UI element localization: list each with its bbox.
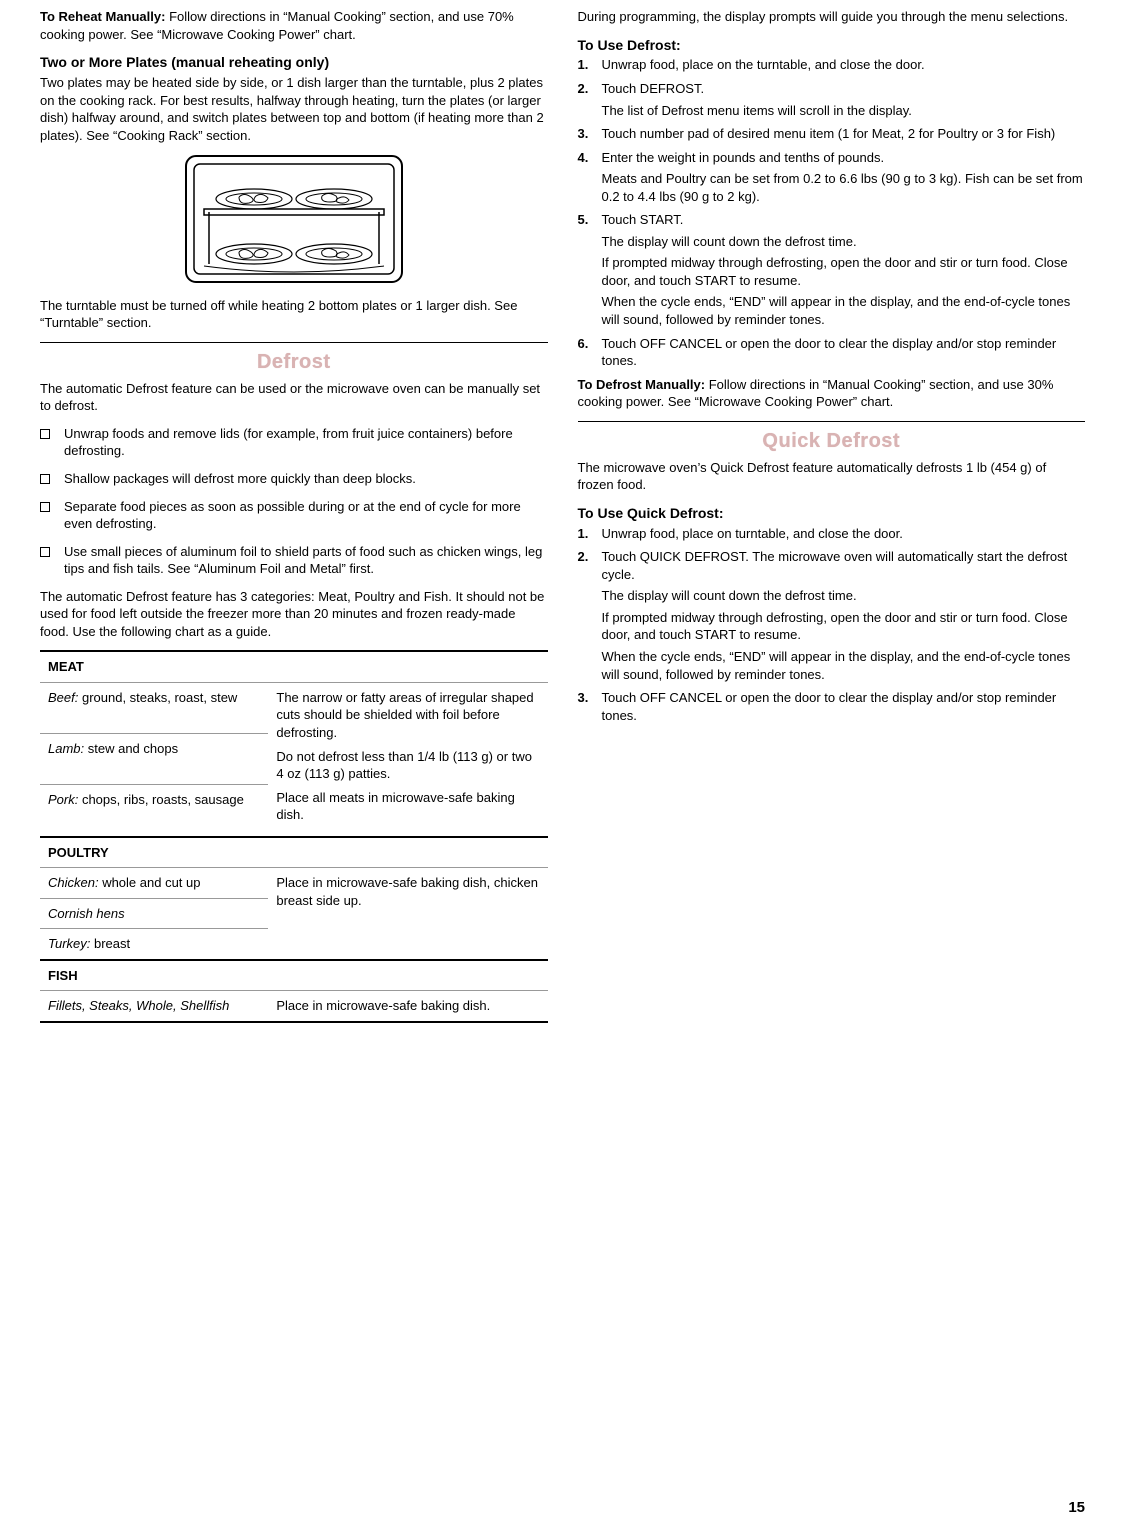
step-sub: If prompted midway through defrosting, o… <box>602 254 1086 289</box>
table-row: MEAT <box>40 651 548 682</box>
defrost-bullet: Unwrap foods and remove lids (for exampl… <box>40 425 548 460</box>
step-sub: When the cycle ends, “END” will appear i… <box>602 648 1086 683</box>
meat-note: The narrow or fatty areas of irregular s… <box>276 689 539 742</box>
defrost-heading: Defrost <box>40 349 548 376</box>
list-item: Touch DEFROST. The list of Defrost menu … <box>578 80 1086 119</box>
list-item: Touch START. The display will count down… <box>578 211 1086 328</box>
fish-header: FISH <box>40 960 548 991</box>
table-row: POULTRY <box>40 837 548 868</box>
step-text: Touch number pad of desired menu item (1… <box>602 126 1056 141</box>
lamb-label: Lamb: <box>48 741 84 756</box>
defrost-bullet-list: Unwrap foods and remove lids (for exampl… <box>40 425 548 578</box>
quick-defrost-intro: The microwave oven’s Quick Defrost featu… <box>578 459 1086 494</box>
quick-defrost-subheading: To Use Quick Defrost: <box>578 504 1086 523</box>
poultry-header: POULTRY <box>40 837 548 868</box>
list-item: Unwrap food, place on turntable, and clo… <box>578 525 1086 543</box>
step-text: Touch START. <box>602 212 684 227</box>
step-text: Touch DEFROST. <box>602 81 705 96</box>
reheat-manually-label: To Reheat Manually: <box>40 9 165 24</box>
meat-header: MEAT <box>40 651 548 682</box>
use-defrost-list: Unwrap food, place on the turntable, and… <box>578 56 1086 369</box>
beef-rest: ground, steaks, roast, stew <box>78 690 237 705</box>
lamb-rest: stew and chops <box>84 741 178 756</box>
step-text: Unwrap food, place on turntable, and clo… <box>602 526 903 541</box>
chicken-rest: whole and cut up <box>99 875 201 890</box>
step-sub: Meats and Poultry can be set from 0.2 to… <box>602 170 1086 205</box>
defrost-bullet: Separate food pieces as soon as possible… <box>40 498 548 533</box>
reheat-manually-para: To Reheat Manually: Follow directions in… <box>40 8 548 43</box>
right-column: During programming, the display prompts … <box>578 8 1086 1023</box>
beef-label: Beef: <box>48 690 78 705</box>
meat-note: Do not defrost less than 1/4 lb (113 g) … <box>276 748 539 783</box>
defrost-manually-para: To Defrost Manually: Follow directions i… <box>578 376 1086 411</box>
table-row: FISH <box>40 960 548 991</box>
table-row: Chicken: whole and cut up Place in micro… <box>40 868 548 899</box>
step-sub: The display will count down the defrost … <box>602 587 1086 605</box>
separator <box>578 421 1086 422</box>
step-sub: The list of Defrost menu items will scro… <box>602 102 1086 120</box>
step-sub: The display will count down the defrost … <box>602 233 1086 251</box>
programming-intro: During programming, the display prompts … <box>578 8 1086 26</box>
defrost-bullet: Shallow packages will defrost more quick… <box>40 470 548 488</box>
step-sub: If prompted midway through defrosting, o… <box>602 609 1086 644</box>
defrost-intro: The automatic Defrost feature can be use… <box>40 380 548 415</box>
step-sub: When the cycle ends, “END” will appear i… <box>602 293 1086 328</box>
list-item: Touch OFF CANCEL or open the door to cle… <box>578 335 1086 370</box>
page-columns: To Reheat Manually: Follow directions in… <box>40 8 1085 1023</box>
table-row: Fillets, Steaks, Whole, Shellfish Place … <box>40 991 548 1022</box>
step-text: Unwrap food, place on the turntable, and… <box>602 57 925 72</box>
list-item: Unwrap food, place on the turntable, and… <box>578 56 1086 74</box>
meat-note: Place all meats in microwave-safe baking… <box>276 789 539 824</box>
fish-items: Fillets, Steaks, Whole, Shellfish <box>40 991 268 1022</box>
poultry-note: Place in microwave-safe baking dish, chi… <box>268 868 547 960</box>
turkey-label: Turkey: <box>48 936 90 951</box>
left-column: To Reheat Manually: Follow directions in… <box>40 8 548 1023</box>
step-text: Touch OFF CANCEL or open the door to cle… <box>602 336 1057 369</box>
quick-defrost-heading: Quick Defrost <box>578 428 1086 455</box>
two-plates-heading: Two or More Plates (manual reheating onl… <box>40 53 548 72</box>
list-item: Touch OFF CANCEL or open the door to cle… <box>578 689 1086 724</box>
two-plates-body: Two plates may be heated side by side, o… <box>40 74 548 144</box>
use-defrost-heading: To Use Defrost: <box>578 36 1086 55</box>
quick-defrost-list: Unwrap food, place on turntable, and clo… <box>578 525 1086 724</box>
fish-note: Place in microwave-safe baking dish. <box>268 991 547 1022</box>
defrost-categories-note: The automatic Defrost feature has 3 cate… <box>40 588 548 641</box>
page-number: 15 <box>1068 1498 1085 1518</box>
list-item: Touch QUICK DEFROST. The microwave oven … <box>578 548 1086 683</box>
separator <box>40 342 548 343</box>
pork-rest: chops, ribs, roasts, sausage <box>78 792 243 807</box>
turkey-rest: breast <box>90 936 130 951</box>
chicken-label: Chicken: <box>48 875 99 890</box>
defrost-chart: MEAT Beef: ground, steaks, roast, stew T… <box>40 650 548 1023</box>
step-text: Touch QUICK DEFROST. The microwave oven … <box>602 549 1068 582</box>
microwave-rack-icon <box>184 154 404 284</box>
table-row: Beef: ground, steaks, roast, stew The na… <box>40 682 548 733</box>
cornish-hens: Cornish hens <box>40 898 268 929</box>
step-text: Touch OFF CANCEL or open the door to cle… <box>602 690 1057 723</box>
pork-label: Pork: <box>48 792 78 807</box>
step-text: Enter the weight in pounds and tenths of… <box>602 150 885 165</box>
list-item: Touch number pad of desired menu item (1… <box>578 125 1086 143</box>
turntable-note: The turntable must be turned off while h… <box>40 297 548 332</box>
oven-illustration <box>40 154 548 289</box>
defrost-manually-label: To Defrost Manually: <box>578 377 706 392</box>
defrost-bullet: Use small pieces of aluminum foil to shi… <box>40 543 548 578</box>
list-item: Enter the weight in pounds and tenths of… <box>578 149 1086 206</box>
